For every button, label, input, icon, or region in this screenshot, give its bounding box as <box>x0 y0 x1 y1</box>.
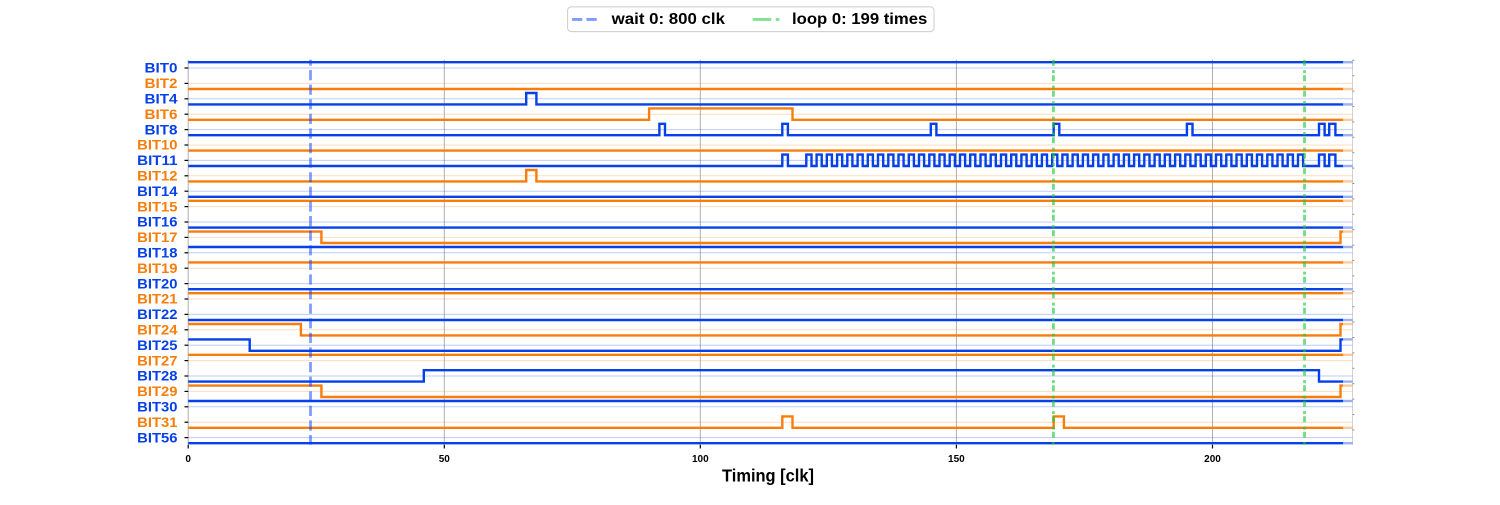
svg-text:BIT8: BIT8 <box>145 122 179 137</box>
svg-text:BIT12: BIT12 <box>137 169 177 184</box>
svg-text:50: 50 <box>439 454 451 465</box>
svg-text:BIT28: BIT28 <box>137 369 178 384</box>
svg-text:BIT29: BIT29 <box>137 384 177 399</box>
svg-text:100: 100 <box>692 454 709 465</box>
svg-text:BIT25: BIT25 <box>137 338 178 353</box>
svg-text:BIT14: BIT14 <box>137 184 178 199</box>
svg-text:150: 150 <box>948 454 965 465</box>
svg-text:BIT11: BIT11 <box>137 153 178 168</box>
svg-text:BIT20: BIT20 <box>137 276 177 291</box>
svg-text:BIT19: BIT19 <box>137 261 177 276</box>
svg-text:0: 0 <box>185 454 191 465</box>
svg-text:BIT17: BIT17 <box>137 230 177 245</box>
svg-text:BIT21: BIT21 <box>137 292 178 307</box>
svg-text:BIT56: BIT56 <box>137 430 177 445</box>
svg-text:BIT22: BIT22 <box>137 307 177 322</box>
svg-text:BIT24: BIT24 <box>137 323 178 338</box>
svg-text:BIT0: BIT0 <box>145 61 178 76</box>
svg-text:200: 200 <box>1204 454 1221 465</box>
svg-text:BIT10: BIT10 <box>137 138 177 153</box>
svg-text:Timing [clk]: Timing [clk] <box>722 466 814 486</box>
svg-text:BIT31: BIT31 <box>137 415 178 430</box>
svg-text:BIT6: BIT6 <box>145 107 178 122</box>
svg-text:BIT4: BIT4 <box>145 92 179 107</box>
svg-text:loop 0: 199 times: loop 0: 199 times <box>792 11 927 28</box>
svg-text:BIT2: BIT2 <box>145 76 178 91</box>
svg-text:BIT15: BIT15 <box>137 199 178 214</box>
svg-text:BIT18: BIT18 <box>137 246 178 261</box>
svg-text:BIT27: BIT27 <box>137 353 177 368</box>
svg-text:wait 0: 800 clk: wait 0: 800 clk <box>611 11 726 28</box>
svg-text:BIT16: BIT16 <box>137 215 177 230</box>
svg-text:BIT30: BIT30 <box>137 400 177 415</box>
